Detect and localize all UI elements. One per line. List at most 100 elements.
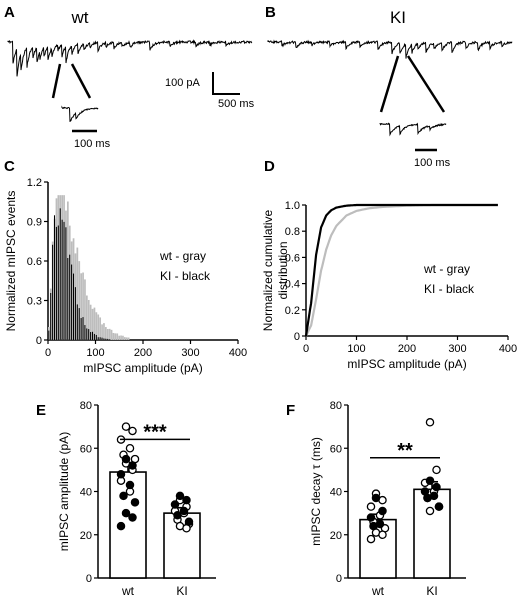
histogram-bar-wt (78, 261, 81, 340)
histogram-bar-ki (93, 333, 95, 340)
y-tick-label: 0.3 (27, 296, 42, 308)
histogram-chart: 0 0.3 0.6 0.9 1.2 0 100 200 300 400 mIPSC amplitud… (4, 177, 247, 375)
y-tick-label: 60 (80, 443, 92, 455)
significance-marker: *** (143, 421, 167, 443)
y-tick-label: 0 (336, 573, 342, 585)
histogram-bar-wt (112, 332, 115, 340)
histogram-bar-ki (50, 292, 52, 340)
data-point-ki (175, 491, 185, 501)
y-tick-label: 60 (330, 443, 342, 455)
histogram-bar-ki (65, 227, 67, 340)
panel-label-a: A (4, 4, 15, 21)
inset-scale-label-b: 100 ms (414, 157, 451, 169)
scale-bar-time-label: 500 ms (218, 98, 255, 110)
histogram-bar-ki (72, 273, 75, 340)
histogram-bar-wt (89, 304, 92, 340)
data-point-wt (121, 508, 131, 518)
histogram-bar-ki (71, 264, 73, 340)
x-tick-label: 300 (448, 343, 466, 355)
histogram-bar-wt (118, 335, 121, 340)
x-axis-label: mIPSC amplitude (pA) (347, 357, 466, 371)
histogram-bar-ki (78, 308, 80, 340)
panel-label-e: E (36, 402, 46, 419)
histogram-bar-wt (93, 307, 96, 340)
data-point-ki (170, 500, 180, 509)
histogram-bar-wt (120, 335, 122, 340)
cumulative-chart: 0 0.2 0.4 0.6 0.8 1.0 0 100 200 300 400 mIPSC ampli… (261, 200, 517, 371)
histogram-bar-ki (55, 226, 57, 340)
inset-scale-label-a: 100 ms (74, 138, 111, 150)
x-tick-label: 100 (86, 347, 104, 359)
y-tick-label: 0.9 (27, 217, 42, 229)
category-label-ki: KI (176, 584, 187, 598)
cumulative-line-ki (304, 203, 498, 337)
histogram-bar-wt (84, 279, 86, 340)
histogram-bar-ki (88, 329, 90, 340)
data-point-ki (425, 506, 435, 516)
zoom-line-left-b (379, 55, 400, 113)
legend-wt: wt - gray (423, 262, 470, 276)
y-tick-label: 0.2 (285, 305, 300, 317)
data-point-ki (432, 465, 441, 475)
zoom-line-right-b (406, 55, 446, 113)
histogram-bar-ki (84, 325, 86, 340)
histogram-bar-ki (90, 332, 92, 340)
trace-path (267, 39, 513, 59)
y-tick-label: 40 (330, 487, 342, 499)
data-point-ki (425, 418, 435, 427)
panel-label-f: F (286, 402, 295, 419)
bar-ki (413, 488, 451, 579)
histogram-bar-ki (82, 317, 84, 340)
histogram-bar-ki (53, 215, 56, 340)
data-point-ki (423, 493, 432, 503)
data-point-wt (130, 498, 140, 507)
histogram-bar-wt (103, 323, 105, 340)
histogram-bar-wt (124, 337, 126, 340)
histogram-bar-wt (101, 324, 103, 340)
histogram-bar-ki (76, 304, 78, 340)
trace-ki (267, 39, 513, 59)
legend-ki: KI - black (424, 282, 475, 296)
y-tick-label: 80 (330, 400, 342, 412)
data-point-wt (121, 454, 131, 464)
zoom-line-left-a (51, 63, 62, 99)
y-tick-label: 0.6 (27, 256, 42, 268)
panel-b-title: KI (390, 8, 406, 27)
data-point-wt (119, 491, 128, 501)
y-axis-label: Normalized mIPSC events (4, 191, 18, 332)
y-tick-label: 20 (330, 530, 342, 542)
histogram-bar-ki (95, 334, 97, 340)
y-tick-label: 1.2 (27, 177, 42, 189)
histogram-bar-wt (95, 312, 98, 340)
x-tick-label: 100 (347, 343, 365, 355)
histogram-bar-ki (103, 338, 105, 340)
y-tick-label: 0 (36, 335, 42, 347)
histogram-bar-wt (80, 273, 83, 340)
data-point-wt (371, 493, 381, 503)
x-tick-label: 400 (499, 343, 517, 355)
bar-wt (359, 518, 397, 579)
histogram-bar-wt (106, 328, 109, 340)
histogram-bar-wt (127, 337, 130, 340)
data-point-ki (173, 511, 182, 520)
x-tick-label: 300 (181, 347, 199, 359)
histogram-bar-ki (86, 328, 88, 340)
histogram-bar-wt (99, 317, 102, 340)
histogram-bar-wt (97, 314, 100, 340)
data-point-wt (378, 530, 387, 540)
y-tick-label: 0.6 (285, 252, 300, 264)
panel-label-b: B (265, 4, 276, 21)
scale-bar-amplitude-label: 100 pA (165, 77, 201, 89)
histogram-bar-ki (91, 331, 94, 340)
histogram-bar-wt (125, 337, 128, 340)
data-point-wt (128, 513, 137, 522)
histogram-bar-wt (116, 333, 119, 340)
histogram-bar-wt (91, 308, 94, 340)
histogram-bar-ki (99, 337, 101, 340)
data-point-wt (369, 521, 378, 531)
trace-path (7, 39, 253, 77)
histogram-bar-wt (105, 327, 107, 340)
data-point-wt (128, 426, 137, 436)
histogram-bar-ki (101, 337, 103, 340)
histogram-bar-ki (97, 337, 99, 340)
